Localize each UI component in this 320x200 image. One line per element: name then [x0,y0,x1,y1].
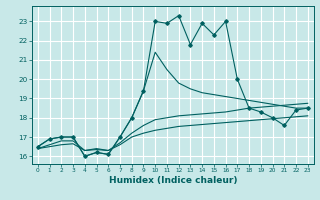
X-axis label: Humidex (Indice chaleur): Humidex (Indice chaleur) [108,176,237,185]
